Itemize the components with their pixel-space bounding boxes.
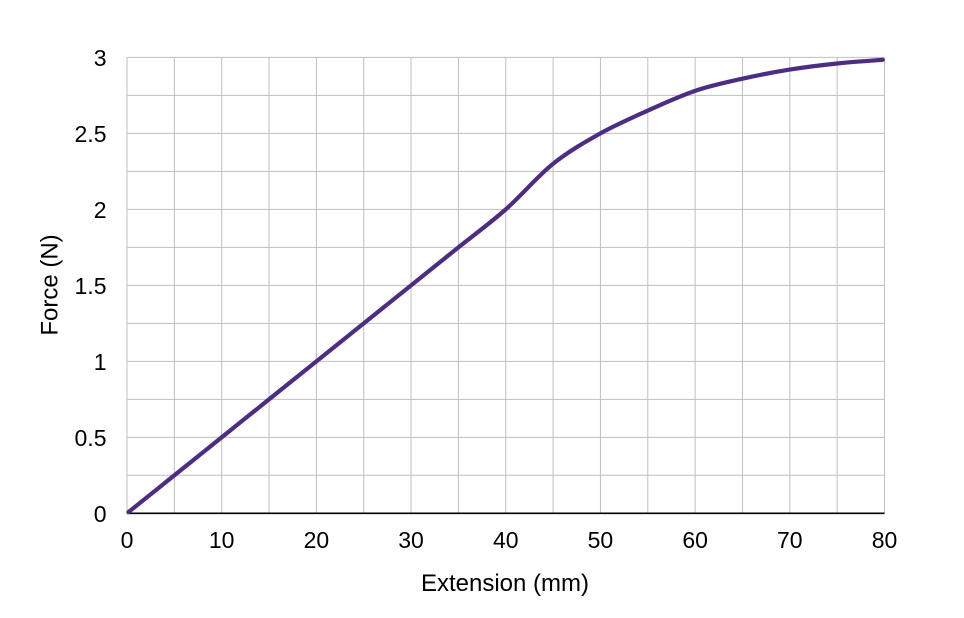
svg-text:0: 0 [94, 501, 107, 527]
svg-text:50: 50 [588, 527, 614, 553]
svg-text:0: 0 [121, 527, 134, 553]
svg-text:20: 20 [304, 527, 330, 553]
svg-text:3: 3 [94, 45, 107, 71]
svg-text:1: 1 [94, 349, 107, 375]
svg-text:Force (N): Force (N) [37, 234, 64, 335]
svg-text:10: 10 [209, 527, 235, 553]
svg-text:70: 70 [777, 527, 803, 553]
svg-text:80: 80 [872, 527, 898, 553]
svg-text:30: 30 [398, 527, 424, 553]
svg-text:2.5: 2.5 [75, 121, 107, 147]
svg-text:40: 40 [493, 527, 519, 553]
svg-text:Extension (mm): Extension (mm) [421, 570, 589, 597]
svg-text:0.5: 0.5 [75, 425, 107, 451]
svg-text:60: 60 [682, 527, 708, 553]
svg-text:2: 2 [94, 197, 107, 223]
svg-text:1.5: 1.5 [75, 273, 107, 299]
